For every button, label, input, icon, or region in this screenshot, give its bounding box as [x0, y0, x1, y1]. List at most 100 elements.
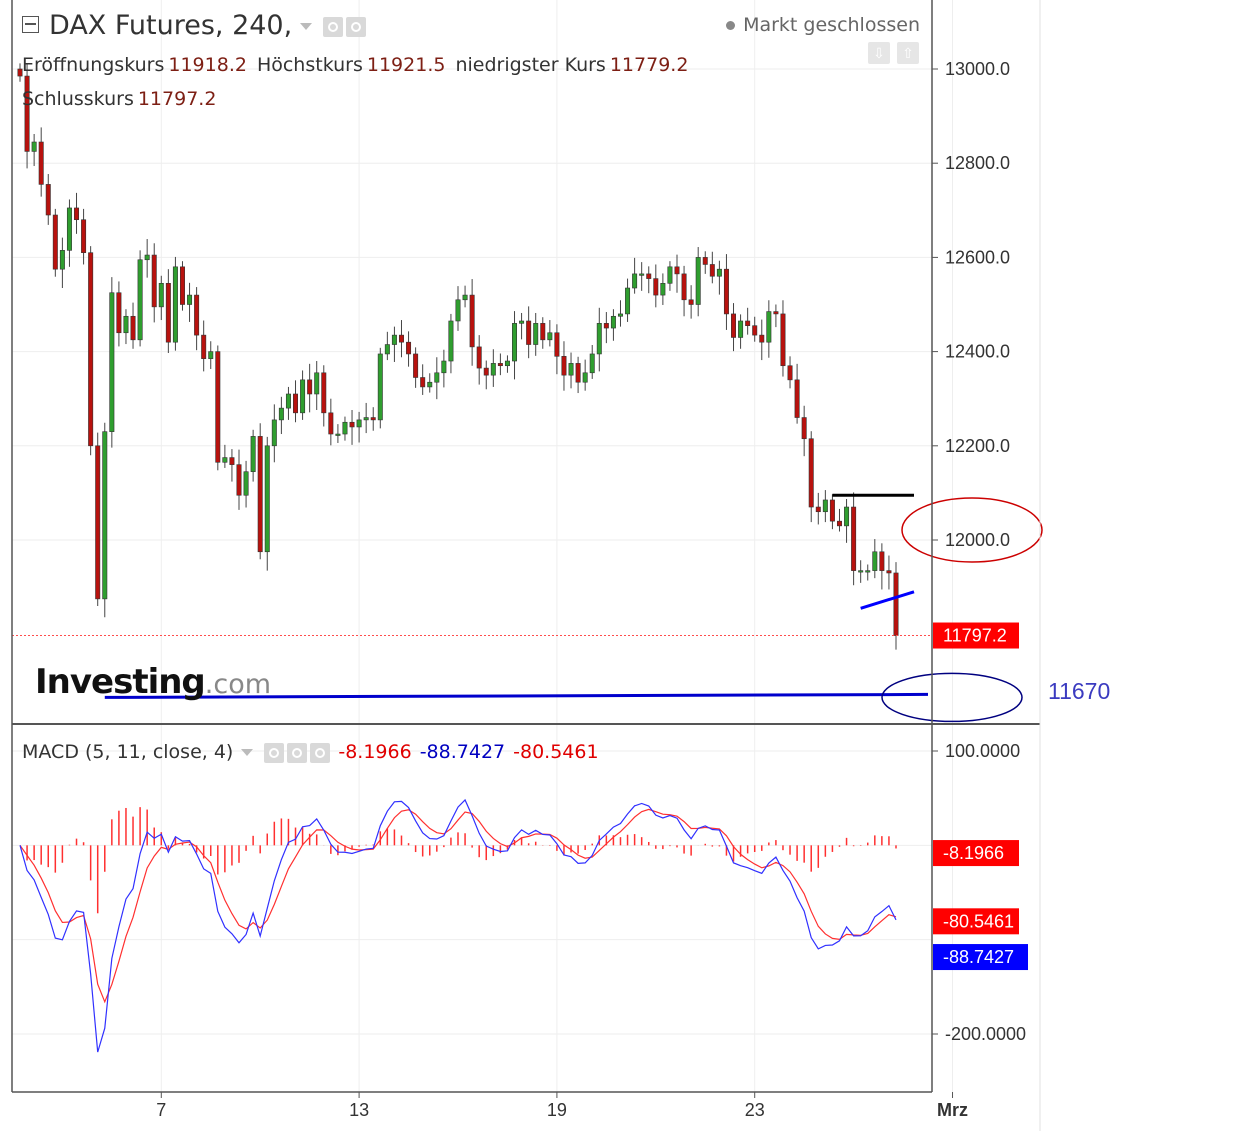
candle-body — [610, 315, 616, 329]
gear-icon[interactable] — [287, 742, 308, 763]
ohlc-row-1: Eröffnungskurs 11918.2 Höchstkurs 11921.5 ni… — [22, 54, 698, 76]
price-candles — [12, 63, 932, 650]
candle-body — [45, 184, 51, 216]
macd-line-tag: -88.7427 — [943, 947, 1014, 967]
candle-body — [434, 372, 440, 383]
candle-body — [236, 464, 242, 496]
candle-body — [391, 334, 397, 345]
candle-body — [568, 363, 574, 376]
close-icon[interactable] — [310, 742, 331, 763]
time-tick-label: 19 — [547, 1100, 567, 1120]
candle-body — [865, 570, 871, 573]
close-value: 11797.2 — [137, 88, 217, 110]
candle-body — [766, 311, 772, 343]
candle-body — [342, 421, 348, 435]
candle-body — [893, 572, 899, 636]
candle-body — [476, 346, 482, 369]
candle-body — [759, 334, 765, 343]
candle-body — [335, 433, 341, 436]
candle-body — [130, 315, 136, 341]
market-status-text: Markt geschlossen — [743, 14, 920, 36]
arrow-down-icon[interactable]: ⇩ — [868, 42, 890, 64]
close-label: Schlusskurs — [22, 88, 134, 110]
status-dot-icon — [726, 21, 736, 30]
candle-body — [187, 294, 193, 305]
candle-body — [81, 219, 87, 253]
candle-body — [787, 365, 793, 381]
candle-body — [519, 320, 525, 324]
macd-title: MACD (5, 11, close, 4) — [22, 741, 234, 763]
ohlc-row-2: Schlusskurs 11797.2 — [22, 88, 226, 110]
low-label: niedrigster Kurs — [455, 54, 606, 76]
candle-body — [596, 323, 602, 355]
candle-body — [172, 266, 178, 343]
candle-body — [504, 360, 510, 367]
candle-body — [300, 379, 306, 414]
candle-body — [773, 311, 779, 315]
arrow-up-icon[interactable]: ⇧ — [897, 42, 919, 64]
candle-body — [285, 393, 291, 409]
chevron-down-icon[interactable] — [241, 749, 254, 756]
candle-body — [723, 268, 729, 315]
candle-body — [349, 421, 355, 428]
candle-body — [745, 320, 751, 326]
low-value: 11779.2 — [609, 54, 689, 76]
candle-body — [229, 457, 235, 465]
candle-body — [201, 334, 207, 359]
eye-icon[interactable] — [264, 742, 285, 763]
candle-body — [533, 323, 539, 345]
candle-body — [695, 257, 701, 305]
macd-plot — [19, 798, 897, 1053]
candle-body — [886, 570, 892, 574]
high-value: 11921.5 — [366, 54, 446, 76]
candle-body — [179, 266, 185, 305]
candle-body — [384, 344, 390, 355]
gear-icon[interactable] — [346, 16, 367, 37]
price-tick-label: 12800.0 — [945, 153, 1010, 173]
trend-line — [860, 590, 915, 610]
candle-body — [582, 372, 588, 383]
candle-body — [123, 315, 129, 334]
candle-body — [52, 214, 58, 270]
candle-body — [95, 445, 101, 600]
candle-body — [363, 417, 369, 421]
price-tick-label: 12400.0 — [945, 342, 1010, 362]
eye-icon[interactable] — [323, 16, 344, 37]
candle-body — [398, 334, 404, 343]
candle-body — [250, 436, 256, 473]
symbol-title: DAX Futures, 240, — [49, 10, 293, 41]
macd-hist-value: -8.1966 — [338, 741, 412, 763]
candle-body — [31, 141, 37, 152]
macd-signal-line — [19, 808, 897, 1004]
candle-body — [688, 299, 694, 305]
time-tick-label: 13 — [349, 1100, 369, 1120]
macd-signal-tag-bg — [933, 908, 1019, 935]
candle-body — [137, 259, 143, 341]
candle-body — [271, 419, 277, 447]
price-tick-label: 13000.0 — [945, 59, 1010, 79]
time-tick-label: Mrz — [937, 1100, 968, 1120]
candle-body — [66, 207, 72, 251]
candle-body — [872, 551, 878, 571]
candle-body — [455, 299, 461, 322]
macd-line-value: -88.7427 — [419, 741, 506, 763]
macd-tick-label: 100.0000 — [945, 741, 1020, 761]
candle-body — [314, 372, 320, 395]
chevron-down-icon[interactable] — [300, 23, 313, 30]
candle-body — [151, 254, 157, 308]
candle-body — [293, 393, 299, 414]
price-tick-label: 12200.0 — [945, 436, 1010, 456]
price-tick-label: 12000.0 — [945, 530, 1010, 550]
candle-body — [490, 363, 496, 376]
candle-body — [794, 379, 800, 418]
candle-body — [243, 471, 249, 496]
collapse-icon[interactable] — [22, 16, 39, 33]
candle-body — [674, 266, 680, 275]
macd-signal-value: -80.5461 — [513, 741, 599, 763]
candle-body — [526, 320, 532, 345]
price-axis: 13000.0 12800.0 12600.0 12400.0 12200.0 12000… — [156, 59, 1028, 1120]
price-tick-label: 12600.0 — [945, 247, 1010, 267]
candle-body — [851, 506, 857, 571]
candle-body — [144, 254, 150, 261]
